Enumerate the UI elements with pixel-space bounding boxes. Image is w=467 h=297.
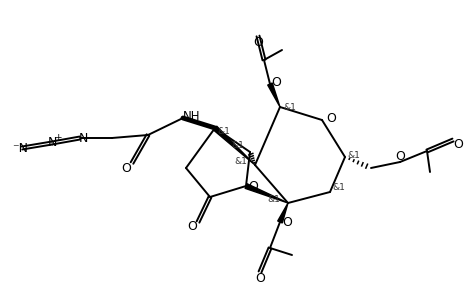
Text: O: O [248,179,258,192]
Text: O: O [253,36,263,48]
Text: NH: NH [183,110,201,122]
Polygon shape [213,126,255,165]
Text: ⁻N: ⁻N [12,141,28,154]
Polygon shape [268,83,280,107]
Text: &1: &1 [218,127,230,137]
Text: O: O [395,149,405,162]
Text: O: O [326,111,336,124]
Polygon shape [245,184,288,203]
Polygon shape [278,203,288,223]
Text: &1: &1 [234,157,248,167]
Text: O: O [271,75,281,89]
Text: O: O [453,138,463,151]
Text: N: N [78,132,88,145]
Text: &1: &1 [347,151,361,159]
Text: &1: &1 [333,184,346,192]
Text: O: O [282,216,292,228]
Text: O: O [187,220,197,233]
Text: N: N [47,137,57,149]
Text: &1: &1 [283,102,297,111]
Text: +: + [54,133,62,143]
Text: O: O [121,162,131,175]
Text: O: O [255,271,265,285]
Text: &1: &1 [268,195,281,203]
Text: &1: &1 [232,140,244,149]
